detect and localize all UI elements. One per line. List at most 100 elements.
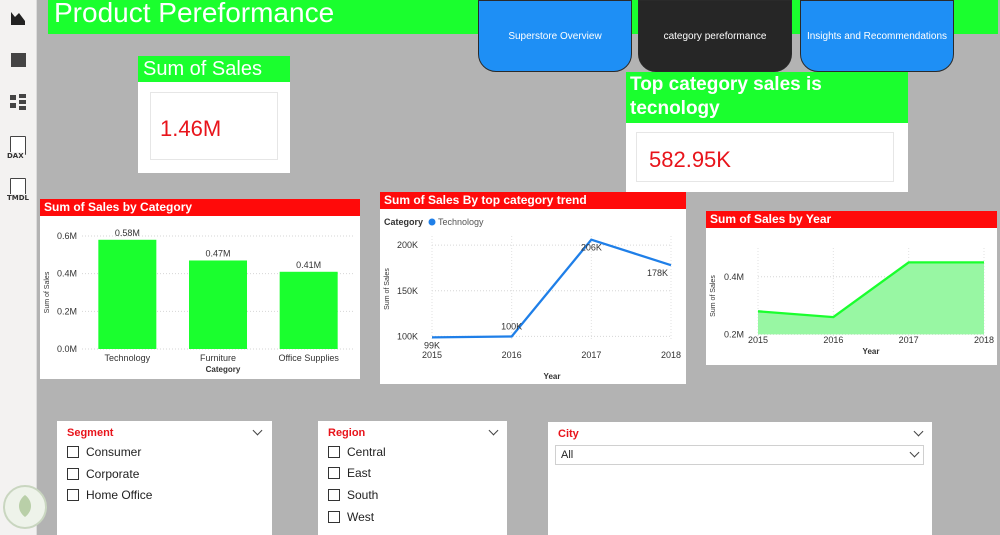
trend-line [431,238,672,339]
slicer-city-title: City [558,428,579,440]
checkbox-icon[interactable] [328,511,340,523]
x-tick-label: 2015 [422,350,442,360]
y-tick-label: 0.6M [57,231,77,241]
x-tick-label: 2016 [823,335,843,345]
y-tick-label: 200K [397,240,418,250]
chevron-down-icon[interactable] [913,426,924,437]
checkbox-icon[interactable] [328,467,340,479]
legend-label: Technology [438,217,484,227]
kpi-sum-of-sales-card: Sum of Sales 1.46M [138,56,290,173]
area-fill [758,262,984,335]
y-tick-label: 0.0M [57,344,77,354]
legend-title: Category [384,217,423,227]
chart-trend-title: Sum of Sales By top category trend [380,192,686,209]
nav-superstore-overview-button[interactable]: Superstore Overview [478,0,632,72]
model-view-icon[interactable] [6,90,30,114]
bar [189,260,247,349]
y-tick-label: 100K [397,331,418,341]
page-title: Product Pereformance [54,0,335,28]
x-tick-label: Furniture [200,353,236,363]
data-label: 100K [501,321,522,331]
x-tick-label: 2018 [974,335,994,345]
tmdl-view-icon[interactable]: TMDL [6,175,31,202]
option-label: West [347,510,375,524]
checkbox-icon[interactable] [328,446,340,458]
data-label: 206K [581,243,602,253]
y-axis-label: Sum of Sales [384,268,391,310]
data-label: 0.41M [296,260,321,270]
chart-top-category-trend: Sum of Sales By top category trend Categ… [380,192,686,384]
chart-category-svg: 0.0M 0.2M 0.4M 0.6M 0.58M Technology 0.47M Furn… [44,228,354,374]
data-label: 178K [647,268,668,278]
slicer-option-west[interactable]: West [328,510,374,524]
option-label: Corporate [86,467,140,481]
chart-trend-svg: Category Technology 100K 150K 200K 2015 2016 20… [384,217,681,381]
chart-sales-by-category: Sum of Sales by Category 0.0M 0.2M 0.4M 0.6… [40,199,360,379]
chevron-down-icon[interactable] [488,425,499,436]
slicer-region-title: Region [328,427,366,439]
report-view-icon[interactable] [6,6,30,30]
chart-year-svg: 0.2M 0.4M 2015 2016 2017 2018 Year Sum of Sales [710,248,994,356]
kpi-value-box [150,92,278,160]
slicer-option-consumer[interactable]: Consumer [67,445,141,459]
slicer-segment-title: Segment [67,427,114,439]
chart-sales-by-year: Sum of Sales by Year 0.2M 0.4M 2015 2016 201… [706,211,997,365]
dax-label: DAX [6,151,25,160]
kpi-top-category-value: 582.95K [649,147,731,172]
app-logo-icon [3,485,47,529]
slicer-option-central[interactable]: Central [328,445,386,459]
x-tick-label: 2017 [581,350,601,360]
bar [98,239,157,349]
left-rail: DAX TMDL [0,0,37,535]
y-axis-label: Sum of Sales [44,271,51,313]
slicer-option-south[interactable]: South [328,488,378,502]
dax-query-icon[interactable]: DAX [6,133,30,160]
chart-category-title: Sum of Sales by Category [40,199,360,216]
x-tick-label: 2015 [748,335,768,345]
city-dropdown[interactable]: All [555,445,924,465]
legend-marker [428,218,436,226]
nav-insights-button[interactable]: Insights and Recommendations [800,0,954,72]
y-tick-label: 150K [397,286,418,296]
x-tick-label: Office Supplies [278,353,339,363]
slicer-option-east[interactable]: East [328,466,371,480]
table-view-icon[interactable] [6,48,30,72]
chevron-down-icon[interactable] [909,447,920,458]
y-tick-label: 0.4M [57,269,77,279]
checkbox-icon[interactable] [67,489,79,501]
checkbox-icon[interactable] [328,489,340,501]
area-line [757,261,984,319]
x-axis-label: Year [863,347,880,356]
y-axis-label: Sum of Sales [710,275,717,317]
option-label: East [347,466,372,480]
slicer-city: City All [548,422,932,535]
chevron-down-icon[interactable] [252,425,263,436]
data-label: 99K [424,340,440,350]
bar [279,271,338,349]
y-tick-label: 0.2M [724,329,744,339]
chart-year-title: Sum of Sales by Year [706,211,997,228]
checkbox-icon[interactable] [67,468,79,480]
y-tick-label: 0.2M [57,306,77,316]
data-label: 0.58M [115,228,140,238]
option-label: Consumer [86,445,142,459]
option-label: Central [347,445,386,459]
x-axis-label: Category [206,365,241,374]
option-label: South [347,488,379,502]
kpi-sum-of-sales-title: Sum of Sales [138,56,290,82]
x-tick-label: Technology [105,353,151,363]
x-tick-label: 2017 [899,335,919,345]
x-tick-label: 2016 [502,350,522,360]
y-tick-label: 0.4M [724,272,744,282]
nav-category-performance-button[interactable]: category pereformance [638,0,792,72]
checkbox-icon[interactable] [67,446,79,458]
slicer-option-corporate[interactable]: Corporate [67,467,139,481]
slicer-segment: Segment Consumer Corporate Home Office [57,421,272,535]
kpi-top-value-box [636,132,894,182]
city-dropdown-value: All [561,449,574,461]
slicer-option-home-office[interactable]: Home Office [67,488,152,502]
x-axis-label: Year [544,372,561,381]
option-label: Home Office [86,488,153,502]
tmdl-label: TMDL [6,193,31,202]
x-tick-label: 2018 [661,350,681,360]
